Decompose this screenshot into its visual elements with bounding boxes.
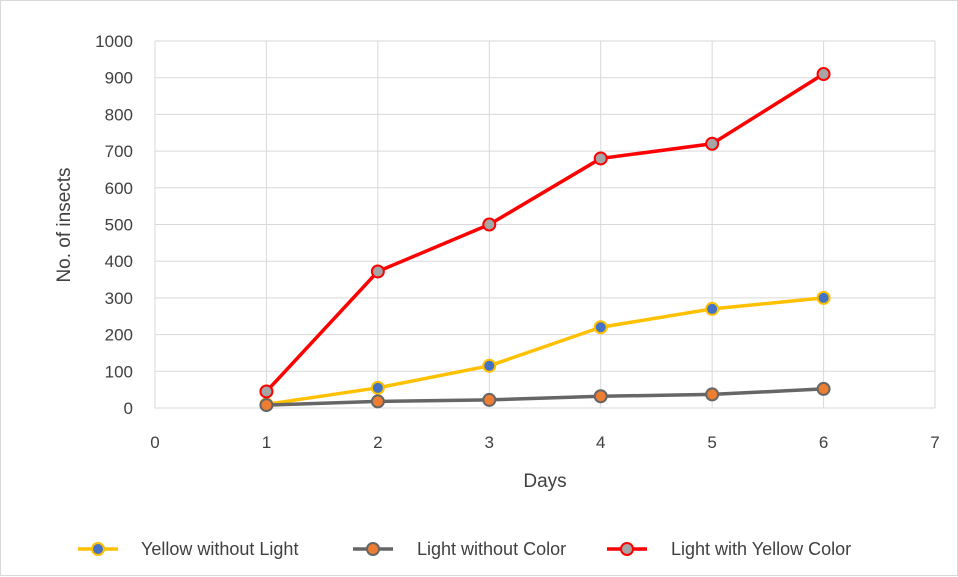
x-tick-label: 2 xyxy=(373,433,382,452)
series-line xyxy=(264,296,826,407)
y-axis-title: No. of insects xyxy=(54,167,75,282)
data-point xyxy=(370,264,385,279)
series-lines xyxy=(259,67,831,413)
data-point xyxy=(705,387,720,402)
data-point xyxy=(816,67,831,82)
data-point xyxy=(370,394,385,409)
data-point xyxy=(482,358,497,373)
y-tick-label: 0 xyxy=(124,399,133,418)
legend-item: Light without Color xyxy=(353,539,566,559)
legend-item: Light with Yellow Color xyxy=(607,539,851,559)
y-tick-label: 600 xyxy=(105,179,133,198)
y-tick-label: 200 xyxy=(105,326,133,345)
legend-marker-swatch xyxy=(620,542,634,556)
series-2 xyxy=(259,67,831,399)
series-line xyxy=(264,72,826,394)
series-line xyxy=(264,387,826,407)
data-point xyxy=(816,381,831,396)
data-point xyxy=(705,301,720,316)
legend-label: Light with Yellow Color xyxy=(671,539,851,559)
data-point xyxy=(482,217,497,232)
y-tick-label: 100 xyxy=(105,362,133,381)
x-axis-title: Days xyxy=(523,471,566,492)
y-tick-label: 300 xyxy=(105,289,133,308)
legend-label: Light without Color xyxy=(417,539,566,559)
x-tick-label: 1 xyxy=(262,433,271,452)
x-tick-label: 3 xyxy=(485,433,494,452)
data-point xyxy=(370,380,385,395)
data-point xyxy=(593,320,608,335)
legend-label: Yellow without Light xyxy=(141,539,298,559)
y-tick-label: 800 xyxy=(105,105,133,124)
legend-marker-swatch xyxy=(366,542,380,556)
x-tick-label: 7 xyxy=(930,433,939,452)
data-point xyxy=(593,151,608,166)
y-tick-label: 500 xyxy=(105,216,133,235)
legend-marker-swatch xyxy=(91,542,105,556)
series-1 xyxy=(259,381,831,413)
y-tick-label: 400 xyxy=(105,252,133,271)
y-tick-label: 1000 xyxy=(95,32,133,51)
x-tick-label: 4 xyxy=(596,433,605,452)
data-point xyxy=(705,136,720,151)
y-tick-label: 700 xyxy=(105,142,133,161)
data-point xyxy=(482,392,497,407)
x-tick-label: 6 xyxy=(819,433,828,452)
data-point xyxy=(259,398,274,413)
grid-lines xyxy=(154,40,936,409)
legend-item: Yellow without Light xyxy=(78,539,298,559)
data-point xyxy=(259,384,274,399)
x-tick-label: 5 xyxy=(707,433,716,452)
x-axis-ticks: 0 1 2 3 4 5 6 7 xyxy=(150,433,939,452)
data-point xyxy=(593,389,608,404)
data-point xyxy=(816,290,831,305)
x-tick-label: 0 xyxy=(150,433,159,452)
legend: Yellow without Light Light without Color L… xyxy=(78,539,851,559)
y-axis-ticks: 0 100 200 300 400 500 600 700 800 900 1000 xyxy=(95,32,133,418)
y-tick-label: 900 xyxy=(105,69,133,88)
